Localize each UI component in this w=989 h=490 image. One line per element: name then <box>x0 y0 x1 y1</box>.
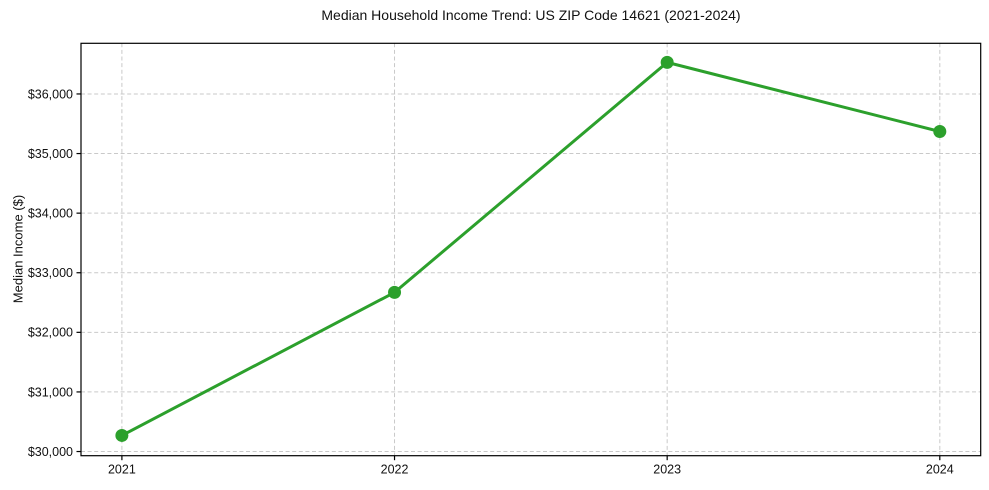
chart-title: Median Household Income Trend: US ZIP Co… <box>321 7 741 23</box>
y-tick-label: $34,000 <box>28 207 73 221</box>
trend-line <box>120 60 942 437</box>
data-point-2022 <box>388 285 402 299</box>
x-tick-label: 2024 <box>926 463 954 477</box>
y-tick-label: $33,000 <box>28 266 73 280</box>
data-point-2024 <box>933 125 947 139</box>
y-tick-label: $30,000 <box>28 445 73 459</box>
x-tick-label: 2023 <box>653 463 681 477</box>
y-tick-label: $35,000 <box>28 147 73 161</box>
data-point-2021 <box>115 428 129 442</box>
plot-border <box>80 42 982 457</box>
data-point-2023 <box>660 55 674 69</box>
y-tick-label: $36,000 <box>28 87 73 101</box>
y-tick-label: $31,000 <box>28 385 73 399</box>
x-tick-label: 2022 <box>381 463 409 477</box>
x-tick-label: 2021 <box>108 463 136 477</box>
y-tick-label: $32,000 <box>28 326 73 340</box>
